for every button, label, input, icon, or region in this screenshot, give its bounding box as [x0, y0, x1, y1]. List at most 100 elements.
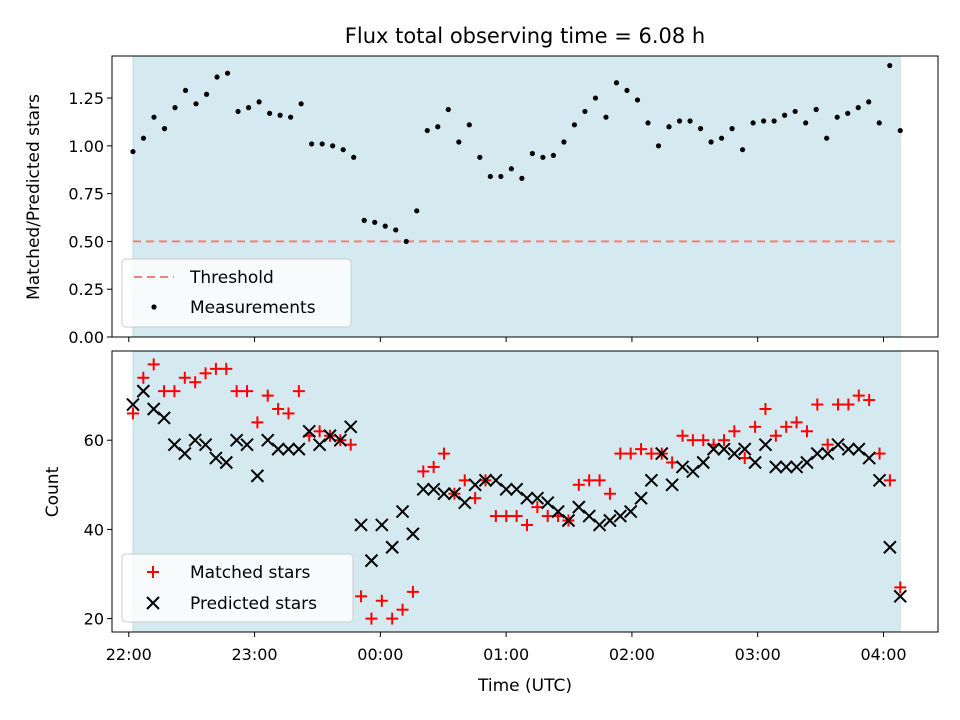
- matched-star-point: [292, 385, 305, 398]
- matched-star-point: [209, 362, 222, 375]
- measurement-point: [739, 147, 746, 153]
- predicted-star-point: [789, 460, 804, 474]
- x-tick-label: 03:00: [735, 645, 781, 664]
- measurement-point: [256, 99, 262, 105]
- measurement-point: [729, 126, 735, 132]
- predicted-star-point: [696, 455, 710, 470]
- predicted-star-point: [613, 509, 628, 523]
- matched-stars-series: [126, 358, 907, 625]
- measurement-point: [351, 154, 357, 160]
- predicted-star-point: [302, 424, 316, 438]
- matched-star-point: [873, 447, 886, 460]
- matched-star-point: [541, 510, 554, 523]
- measurement-point: [803, 120, 809, 126]
- predicted-star-point: [229, 433, 244, 447]
- predicted-star-point: [271, 442, 285, 456]
- matched-star-point: [676, 429, 689, 442]
- predicted-star-point: [209, 451, 223, 465]
- predicted-star-point: [831, 437, 845, 452]
- measurement-point: [792, 108, 798, 115]
- predicted-star-point: [769, 460, 783, 474]
- predicted-star-point: [541, 495, 555, 510]
- measurement-point: [582, 108, 588, 115]
- y-tick-label: 60: [84, 431, 104, 450]
- measurement-point: [508, 166, 514, 172]
- predicted-star-point: [686, 464, 700, 479]
- predicted-star-point: [146, 402, 161, 416]
- measurement-point: [561, 139, 567, 145]
- top-legend: Threshold Measurements: [121, 258, 352, 328]
- predicted-star-point: [198, 437, 213, 452]
- matched-star-point: [769, 429, 782, 442]
- matched-star-point: [686, 434, 699, 447]
- matched-star-point: [220, 362, 233, 375]
- bottom-y-axis: 20 40 60: [84, 431, 112, 629]
- predicted-star-point: [820, 446, 835, 461]
- matched-star-point: [417, 465, 430, 478]
- predicted-star-point: [561, 513, 576, 528]
- measurement-point: [403, 238, 409, 245]
- predicted-star-point: [592, 518, 607, 532]
- predicted-star-point: [344, 420, 358, 434]
- predicted-star-point: [447, 487, 462, 501]
- matched-star-point: [427, 460, 440, 473]
- top-y-axis: 0.00 0.25 0.50 0.75 1.00 1.25: [68, 89, 112, 347]
- matched-star-point: [261, 389, 274, 402]
- bottom-y-axis-label: Count: [43, 466, 63, 517]
- measurement-point: [897, 127, 903, 134]
- matched-star-point: [489, 510, 502, 523]
- measurement-point: [498, 173, 504, 180]
- y-tick-label: 20: [84, 610, 104, 629]
- measurement-point: [876, 120, 882, 126]
- measurement-point: [645, 120, 651, 126]
- predicted-star-point: [893, 589, 907, 604]
- predicted-star-point: [426, 482, 441, 496]
- matched-star-point: [241, 385, 254, 398]
- matched-star-point: [624, 447, 637, 460]
- matched-star-point: [572, 478, 585, 491]
- measurement-point: [393, 227, 399, 233]
- predicted-star-point: [364, 553, 379, 568]
- measurement-point: [687, 118, 693, 124]
- y-tick-label: 0.50: [68, 232, 104, 251]
- matched-star-point: [137, 371, 150, 384]
- predicted-star-point: [292, 442, 306, 456]
- predicted-star-point: [250, 469, 265, 483]
- matched-star-point: [365, 612, 378, 625]
- measurement-point: [445, 106, 451, 113]
- predicted-star-point: [136, 384, 151, 398]
- matched-star-point: [396, 603, 409, 616]
- measurement-point: [887, 62, 893, 69]
- measurement-point: [172, 105, 178, 111]
- predicted-star-point: [810, 446, 825, 461]
- measurement-point: [855, 105, 861, 111]
- predicted-star-point: [458, 495, 472, 510]
- measurement-point: [330, 143, 336, 149]
- predicted-star-point: [644, 473, 659, 488]
- measurement-point: [550, 152, 557, 159]
- matched-star-point: [603, 487, 616, 500]
- matched-star-point: [375, 594, 388, 607]
- predicted-star-point: [758, 437, 773, 452]
- matched-star-point: [593, 474, 606, 487]
- measurement-point: [676, 118, 683, 124]
- predicted-star-point: [665, 478, 679, 492]
- matched-star-point: [406, 585, 419, 598]
- measurement-point: [161, 126, 168, 132]
- measurement-point: [824, 135, 830, 141]
- predicted-star-point: [800, 455, 814, 470]
- predicted-star-point: [468, 478, 482, 492]
- measurement-point: [224, 70, 231, 76]
- predicted-star-point: [167, 437, 182, 452]
- measurement-point: [456, 139, 462, 145]
- y-tick-label: 0.25: [68, 280, 104, 299]
- matched-star-point: [759, 402, 772, 415]
- legend-matched-swatch: [147, 566, 159, 578]
- measurement-point: [708, 139, 714, 145]
- matched-star-point: [717, 434, 730, 447]
- bottom-x-axis: 22:00 23:00 00:00 01:00 02:00 03:00 04:00: [106, 632, 907, 664]
- measurement-point: [214, 74, 220, 80]
- predicted-star-point: [240, 437, 254, 452]
- measurement-point: [718, 135, 725, 141]
- matched-star-point: [790, 416, 803, 429]
